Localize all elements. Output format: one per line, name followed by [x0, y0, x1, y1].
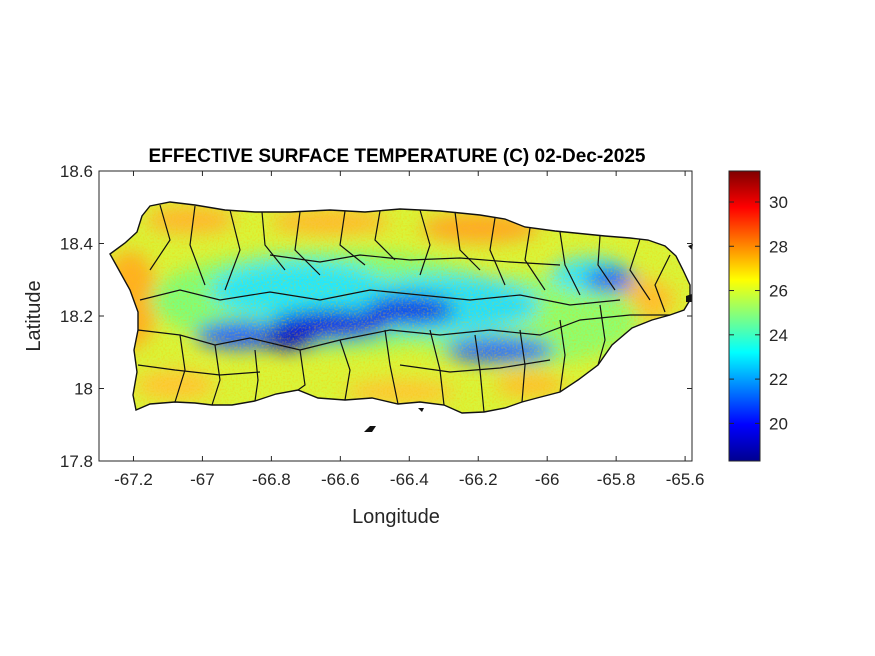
small-island [364, 426, 376, 432]
y-axis-label: Latitude [23, 280, 45, 351]
y-tick-label: 18 [74, 380, 93, 399]
x-tick-label: -65.8 [597, 470, 636, 489]
colorbar-tick-label: 20 [769, 414, 788, 433]
colorbar-tick-label: 26 [769, 282, 788, 301]
y-tick-label: 17.8 [60, 452, 93, 471]
municipality-border [297, 349, 306, 391]
municipality-border [559, 231, 581, 296]
chart-title: EFFECTIVE SURFACE TEMPERATURE (C) 02-Dec… [149, 146, 646, 167]
y-axis: 17.8 18 18.2 18.4 18.6 [60, 162, 692, 471]
municipality-border [339, 210, 366, 266]
municipality-border [419, 209, 431, 276]
municipality-border [524, 227, 546, 291]
municipality-border [174, 334, 186, 403]
small-island [686, 294, 692, 302]
colorbar-tick-label: 22 [769, 370, 788, 389]
municipality-border [149, 204, 171, 271]
small-islands [364, 244, 693, 432]
municipality-border [597, 304, 606, 366]
municipality-border [384, 329, 399, 405]
municipality-border [559, 319, 566, 393]
municipality-border [629, 238, 651, 301]
municipality-border [339, 314, 670, 341]
x-tick-label: -65.6 [666, 470, 705, 489]
municipality-border [374, 210, 396, 261]
x-tick-label: -66.8 [252, 470, 291, 489]
coastline [109, 201, 691, 414]
colorbar-ticks: 20 22 24 26 28 30 [729, 193, 788, 433]
municipality-border [399, 359, 551, 373]
x-tick-label: -66.2 [459, 470, 498, 489]
municipality-border [139, 289, 621, 306]
colorbar-gradient [728, 170, 761, 462]
municipality-border [597, 235, 616, 291]
municipality-border [269, 254, 561, 266]
temperature-map [110, 202, 690, 413]
municipality-border [519, 329, 526, 403]
colorbar: 20 22 24 26 28 30 [728, 170, 788, 462]
municipality-border [189, 205, 206, 286]
municipality-border [489, 217, 506, 286]
municipality-border [211, 344, 221, 406]
x-axis: -67.2 -67 -66.8 -66.6 -66.4 -66.2 -66 -65.8 -65.… [114, 171, 704, 489]
y-tick-label: 18.6 [60, 162, 93, 181]
municipality-border [294, 211, 321, 276]
y-tick-label: 18.2 [60, 307, 93, 326]
colorbar-tick-label: 24 [769, 326, 788, 345]
municipality-boundaries [137, 204, 671, 413]
x-tick-label: -66.6 [321, 470, 360, 489]
x-tick-label: -66 [535, 470, 560, 489]
municipality-border [339, 339, 351, 401]
municipality-border [454, 211, 481, 271]
y-tick-label: 18.4 [60, 235, 93, 254]
x-tick-label: -67 [190, 470, 215, 489]
municipality-border [254, 349, 259, 402]
municipality-border [137, 329, 341, 351]
colorbar-tick-label: 28 [769, 237, 788, 256]
x-axis-label: Longitude [352, 506, 440, 528]
municipality-border [137, 364, 261, 376]
municipality-border [224, 209, 241, 291]
small-island [418, 408, 424, 412]
plot-area: -67.2 -67 -66.8 -66.6 -66.4 -66.2 -66 -65.8 -65.… [60, 162, 705, 489]
colorbar-tick-label: 30 [769, 193, 788, 212]
x-tick-label: -67.2 [114, 470, 153, 489]
municipality-border [261, 211, 286, 271]
x-tick-label: -66.4 [390, 470, 429, 489]
municipality-border [654, 254, 671, 313]
